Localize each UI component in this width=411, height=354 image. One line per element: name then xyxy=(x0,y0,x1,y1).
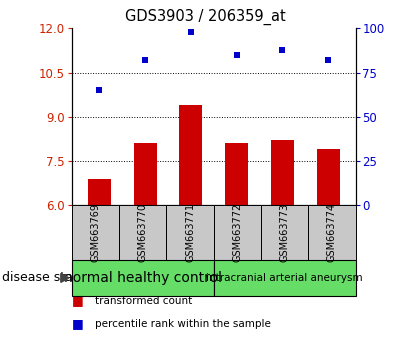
Text: GSM663770: GSM663770 xyxy=(138,203,148,262)
Text: GSM663773: GSM663773 xyxy=(279,203,290,262)
Text: ■: ■ xyxy=(72,295,84,307)
Bar xyxy=(134,143,157,205)
Text: GSM663769: GSM663769 xyxy=(90,203,101,262)
Point xyxy=(96,87,103,93)
Point xyxy=(233,52,240,58)
Text: GSM663771: GSM663771 xyxy=(185,203,195,262)
Bar xyxy=(180,105,202,205)
Text: GDS3903 / 206359_at: GDS3903 / 206359_at xyxy=(125,9,286,25)
Bar xyxy=(271,141,294,205)
Text: GSM663774: GSM663774 xyxy=(327,203,337,262)
Point xyxy=(325,57,331,63)
Text: GSM663772: GSM663772 xyxy=(232,203,242,262)
Point xyxy=(279,47,286,52)
Text: intracranial arterial aneurysm: intracranial arterial aneurysm xyxy=(206,273,363,283)
Text: ■: ■ xyxy=(72,318,84,330)
Polygon shape xyxy=(61,273,69,282)
Text: percentile rank within the sample: percentile rank within the sample xyxy=(95,319,270,329)
Bar xyxy=(88,179,111,205)
Point xyxy=(187,29,194,35)
Bar xyxy=(225,143,248,205)
Text: normal healthy control: normal healthy control xyxy=(64,271,222,285)
Point xyxy=(142,57,148,63)
Text: disease state: disease state xyxy=(2,272,85,284)
Text: transformed count: transformed count xyxy=(95,296,192,306)
Bar xyxy=(316,149,339,205)
